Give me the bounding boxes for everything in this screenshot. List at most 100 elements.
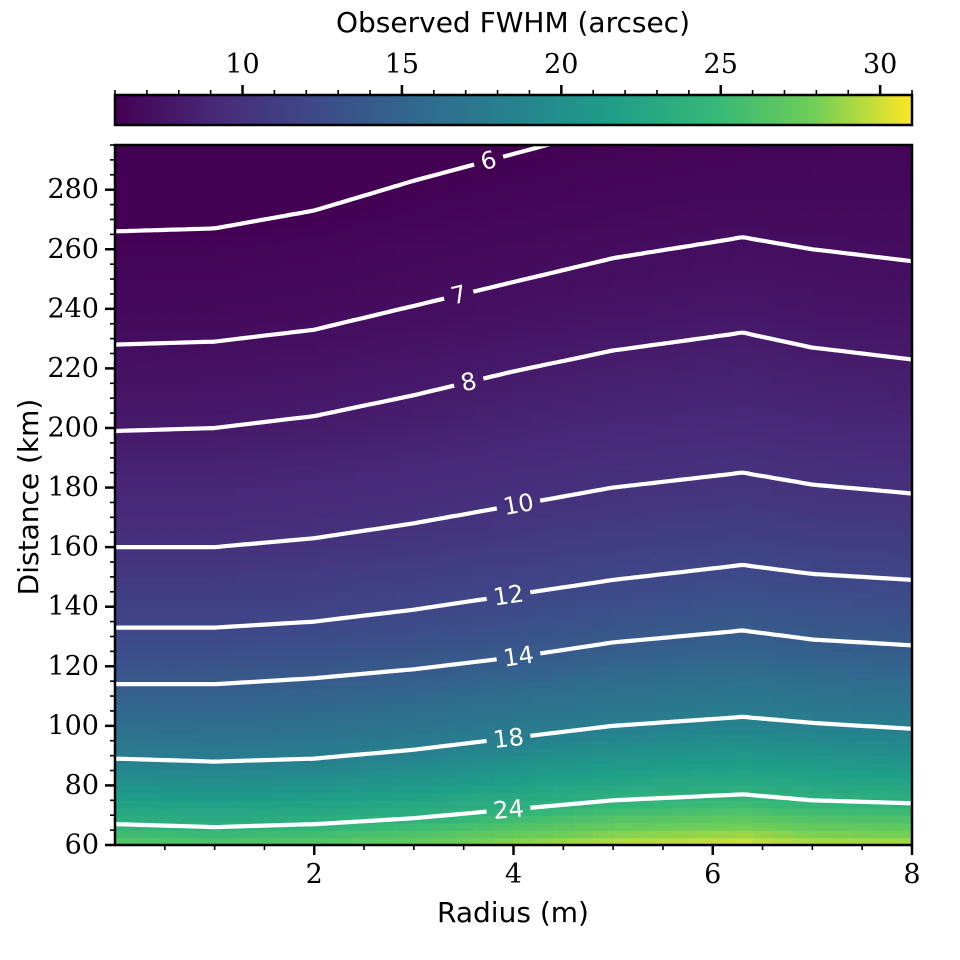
- heatmap-cell: [772, 666, 794, 675]
- heatmap-cell: [573, 837, 594, 845]
- heatmap-cell: [334, 420, 355, 429]
- heatmap-cell: [832, 576, 853, 585]
- heatmap-cell: [254, 241, 275, 250]
- heatmap-cell: [792, 465, 813, 474]
- heatmap-cell: [573, 465, 594, 474]
- heatmap-cell: [533, 450, 554, 459]
- heatmap-cell: [134, 710, 156, 720]
- heatmap-cell: [354, 450, 375, 459]
- heatmap-cell: [792, 785, 813, 794]
- heatmap-cell: [214, 532, 236, 541]
- heatmap-cell: [214, 182, 236, 191]
- heatmap-cell: [672, 524, 694, 533]
- heatmap-cell: [174, 174, 196, 183]
- heatmap-cell: [772, 629, 794, 638]
- heatmap-cell: [872, 696, 893, 705]
- heatmap-cell: [553, 770, 574, 779]
- heatmap-cell: [254, 718, 275, 727]
- heatmap-cell: [652, 658, 674, 667]
- heatmap-cell: [892, 681, 912, 690]
- heatmap-cell: [593, 271, 614, 280]
- heatmap-cell: [892, 718, 912, 727]
- heatmap-cell: [772, 785, 794, 794]
- heatmap-cell: [633, 271, 654, 280]
- heatmap-cell: [413, 145, 435, 154]
- heatmap-cell: [792, 822, 813, 831]
- heatmap-cell: [174, 666, 196, 675]
- heatmap-cell: [433, 502, 455, 511]
- heatmap-cell: [234, 159, 256, 168]
- heatmap-cell: [234, 770, 256, 779]
- heatmap-cell: [852, 316, 873, 325]
- heatmap-cell: [154, 688, 176, 697]
- heatmap-cell: [852, 442, 873, 451]
- heatmap-cell: [752, 696, 774, 705]
- heatmap-cell: [134, 524, 156, 533]
- heatmap-cell: [852, 234, 873, 243]
- heatmap-cell: [294, 174, 315, 183]
- heatmap-cell: [513, 755, 535, 764]
- heatmap-cell: [214, 725, 236, 734]
- heatmap-cell: [692, 450, 714, 459]
- heatmap-cell: [274, 174, 295, 183]
- heatmap-cell: [473, 740, 495, 749]
- heatmap-cell: [194, 159, 216, 168]
- heatmap-cell: [573, 316, 594, 325]
- heatmap-cell: [712, 182, 734, 191]
- heatmap-cell: [752, 777, 774, 787]
- heatmap-cell: [872, 167, 893, 176]
- heatmap-cell: [473, 651, 495, 660]
- heatmap-cell: [812, 837, 833, 845]
- heatmap-cell: [573, 621, 594, 630]
- heatmap-cell: [115, 733, 136, 742]
- heatmap-cell: [633, 152, 654, 161]
- heatmap-cell: [433, 308, 455, 317]
- heatmap-cell: [752, 599, 774, 608]
- heatmap-cell: [573, 390, 594, 399]
- heatmap-cell: [852, 204, 873, 213]
- heatmap-cell: [254, 591, 275, 600]
- heatmap-cell: [274, 167, 295, 176]
- heatmap-cell: [433, 271, 455, 280]
- heatmap-cell: [732, 681, 754, 690]
- heatmap-cell: [413, 591, 435, 600]
- heatmap-cell: [593, 323, 614, 332]
- heatmap-cell: [573, 442, 594, 451]
- heatmap-cell: [453, 167, 475, 176]
- heatmap-cell: [294, 234, 315, 243]
- heatmap-cell: [254, 279, 275, 288]
- heatmap-cell: [413, 562, 435, 571]
- heatmap-cell: [832, 279, 853, 288]
- heatmap-cell: [234, 442, 256, 451]
- heatmap-cell: [453, 308, 475, 317]
- heatmap-cell: [553, 591, 574, 600]
- heatmap-cell: [692, 182, 714, 191]
- heatmap-cell: [433, 748, 455, 757]
- heatmap-cell: [234, 226, 256, 235]
- heatmap-cell: [274, 539, 295, 548]
- heatmap-cell: [393, 159, 415, 168]
- heatmap-cell: [274, 562, 295, 571]
- heatmap-cell: [294, 442, 315, 451]
- heatmap-cell: [453, 375, 475, 384]
- heatmap-cell: [354, 584, 375, 593]
- heatmap-cell: [772, 673, 794, 682]
- heatmap-cell: [234, 212, 256, 221]
- heatmap-cell: [732, 159, 754, 168]
- heatmap-cell: [832, 703, 853, 712]
- heatmap-cell: [573, 234, 594, 243]
- heatmap-cell: [234, 465, 256, 474]
- heatmap-cell: [194, 331, 216, 340]
- heatmap-cell: [413, 487, 435, 496]
- heatmap-cell: [672, 777, 694, 787]
- heatmap-cell: [154, 286, 176, 295]
- heatmap-cell: [134, 539, 156, 548]
- heatmap-cell: [254, 182, 275, 191]
- heatmap-cell: [613, 442, 634, 451]
- heatmap-cell: [892, 502, 912, 511]
- heatmap-cell: [832, 688, 853, 697]
- heatmap-cell: [792, 770, 813, 779]
- heatmap-cell: [633, 182, 654, 191]
- heatmap-cell: [732, 792, 754, 801]
- heatmap-cell: [613, 755, 634, 764]
